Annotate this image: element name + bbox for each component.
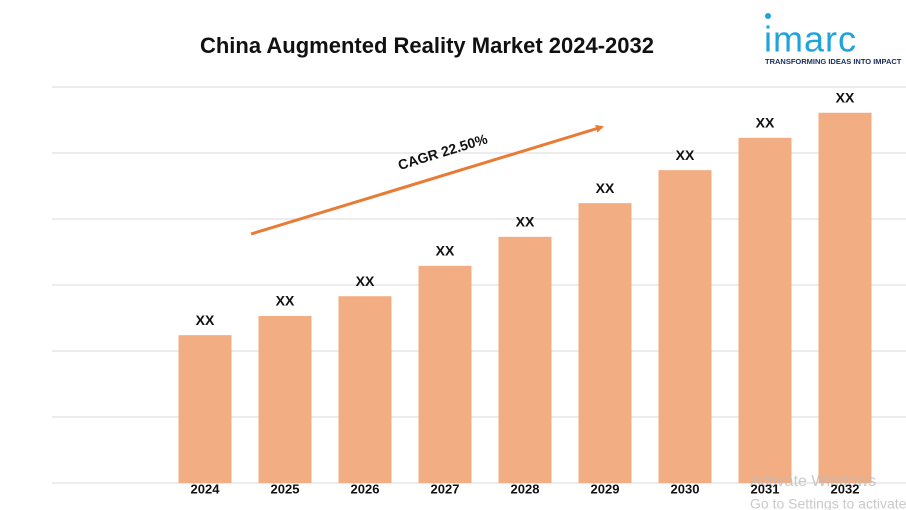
value-label: XX — [196, 312, 215, 328]
value-label: XX — [436, 243, 455, 259]
value-label: XX — [676, 147, 695, 163]
logo-dot — [765, 13, 771, 19]
bar — [338, 296, 392, 483]
x-tick-label: 2027 — [431, 481, 460, 496]
watermark: Activate Windows — [750, 473, 876, 490]
bar — [178, 335, 232, 483]
value-label: XX — [836, 89, 855, 105]
x-tick-label: 2025 — [271, 481, 300, 496]
value-label: XX — [516, 214, 535, 230]
value-label: XX — [756, 115, 775, 131]
bar — [818, 112, 872, 484]
value-label: XX — [356, 273, 375, 289]
chart-title: China Augmented Reality Market 2024-2032 — [200, 33, 654, 58]
x-tick-label: 2029 — [591, 481, 620, 496]
bar — [738, 137, 792, 483]
cagr-arrow — [250, 124, 604, 236]
x-tick-label: 2026 — [351, 481, 380, 496]
logo-tagline: TRANSFORMING IDEAS INTO IMPACT — [765, 57, 902, 66]
watermark: Go to Settings to activate Windows. — [750, 496, 906, 510]
bars — [178, 112, 872, 484]
x-tick-label: 2032 — [831, 481, 860, 496]
bar — [658, 170, 712, 483]
value-label: XX — [596, 180, 615, 196]
bar — [498, 236, 552, 483]
x-tick-label: 2028 — [511, 481, 540, 496]
x-tick-label: 2024 — [191, 481, 221, 496]
value-label: XX — [276, 293, 295, 309]
bar — [258, 316, 312, 483]
x-tick-label: 2030 — [671, 481, 700, 496]
bar — [418, 265, 472, 483]
bar — [578, 203, 632, 483]
x-tick-label: 2031 — [751, 481, 780, 496]
logo: imarc — [764, 19, 857, 60]
